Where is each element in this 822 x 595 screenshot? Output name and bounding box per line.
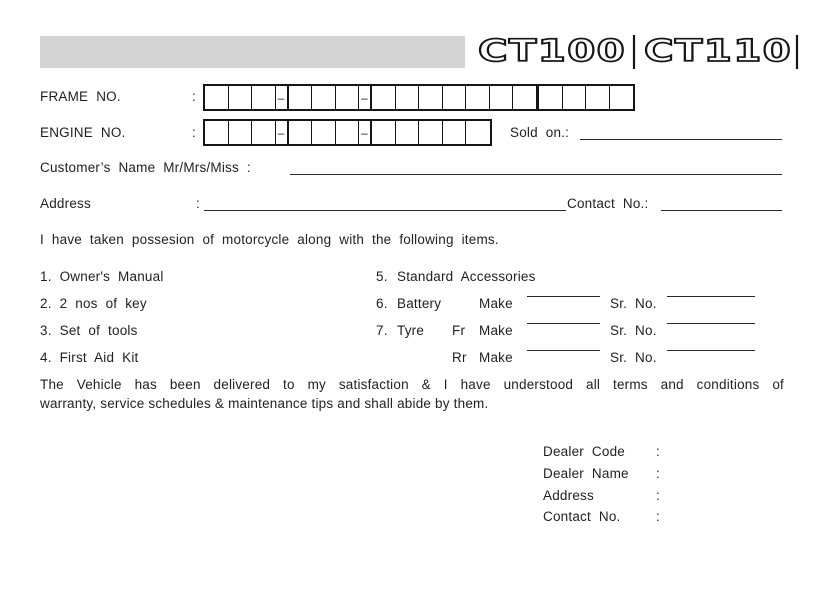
engine-no-char-cell	[372, 121, 396, 144]
contact-no-label: Contact No.:	[567, 196, 649, 211]
frame-no-char-cell	[229, 86, 252, 109]
address-blank	[204, 210, 566, 211]
item-keys: 2. 2 nos of key	[40, 296, 147, 311]
engine-no-char-cell	[336, 121, 359, 144]
frame-no-char-cell	[539, 86, 563, 109]
frame-no-char-cell	[563, 86, 586, 109]
engine-no-char-cell	[396, 121, 419, 144]
engine-no-label: ENGINE NO.	[40, 125, 126, 140]
engine-no-char-cell	[443, 121, 466, 144]
dealer-code-label: Dealer Code	[543, 444, 625, 460]
frame-no-thick-divider	[536, 86, 539, 109]
make-blank	[527, 350, 600, 351]
dealer-info-block: Dealer Code : Dealer Name : Address : Co…	[543, 441, 660, 528]
dealer-contact-colon: :	[656, 509, 660, 525]
engine-no-dash-cell: –	[276, 121, 289, 144]
frame-no-char-cell	[513, 86, 537, 109]
sr-no-label: Sr. No.	[610, 323, 657, 338]
frame-no-char-cell	[610, 86, 634, 109]
item-tools: 3. Set of tools	[40, 323, 138, 338]
frame-no-label: FRAME NO.	[40, 89, 121, 104]
brand-logo: CT100 CT110	[477, 33, 799, 70]
item-label: Tyre	[397, 323, 425, 338]
item-label: Battery	[397, 296, 442, 311]
item-owners-manual: 1. Owner's Manual	[40, 269, 164, 284]
make-label: Make	[479, 323, 513, 338]
dealer-name-label: Dealer Name	[543, 466, 629, 482]
frame-no-dash-cell: –	[276, 86, 289, 109]
frame-no-char-cell	[490, 86, 513, 109]
address-colon: :	[196, 196, 200, 211]
sr-no-blank	[667, 350, 755, 351]
item-number: 7.	[376, 323, 388, 338]
logo-ct110: CT110	[644, 34, 792, 69]
frame-no-char-cell	[336, 86, 359, 109]
make-blank	[527, 323, 600, 324]
item-tyre-front-row: 7. Tyre Fr Make Sr. No.	[376, 323, 758, 340]
address-label: Address	[40, 196, 91, 211]
engine-no-dash-cell: –	[359, 121, 372, 144]
dealer-name-row: Dealer Name :	[543, 463, 660, 485]
engine-no-char-cell	[289, 121, 312, 144]
frame-no-char-cell	[443, 86, 466, 109]
item-number: 6.	[376, 296, 388, 311]
declaration-line-2: warranty, service schedules & maintenanc…	[40, 395, 489, 411]
frame-no-char-cell	[205, 86, 229, 109]
engine-no-char-cell	[229, 121, 252, 144]
dealer-address-row: Address :	[543, 484, 660, 506]
engine-no-box-grid: – –	[203, 119, 492, 146]
frame-no-char-cell	[586, 86, 610, 109]
frame-no-char-cell	[289, 86, 312, 109]
frame-no-box-grid: – –	[203, 84, 635, 111]
frame-no-colon: :	[192, 89, 196, 104]
item-battery-row: 6. Battery Make Sr. No.	[376, 296, 758, 313]
dealer-code-row: Dealer Code :	[543, 441, 660, 463]
frame-no-char-cell	[419, 86, 443, 109]
frame-no-char-cell	[372, 86, 396, 109]
item-first-aid: 4. First Aid Kit	[40, 350, 139, 365]
item-standard-accessories: 5. Standard Accessories	[376, 269, 758, 286]
engine-no-colon: :	[192, 125, 196, 140]
make-label: Make	[479, 296, 513, 311]
frame-no-char-cell	[466, 86, 490, 109]
dealer-address-label: Address	[543, 487, 594, 503]
sr-no-label: Sr. No.	[610, 296, 657, 311]
frame-no-char-cell	[312, 86, 336, 109]
dealer-name-colon: :	[656, 466, 660, 482]
frame-no-dash-cell: –	[359, 86, 372, 109]
dealer-contact-label: Contact No.	[543, 509, 621, 525]
logo-ct100: CT100	[478, 34, 626, 69]
tyre-rear-label: Rr	[452, 350, 467, 365]
engine-no-char-cell	[466, 121, 490, 144]
item-label: Standard Accessories	[397, 269, 536, 284]
make-label: Make	[479, 350, 513, 365]
frame-no-char-cell	[396, 86, 419, 109]
make-blank	[527, 296, 600, 297]
item-tyre-rear-row: Rr Make Sr. No.	[376, 350, 758, 367]
sr-no-blank	[667, 296, 755, 297]
item-number: 5.	[376, 269, 388, 284]
frame-no-char-cell	[252, 86, 276, 109]
header-gray-bar	[40, 36, 465, 68]
tyre-front-label: Fr	[452, 323, 466, 338]
sr-no-label: Sr. No.	[610, 350, 657, 365]
declaration-line-1: The Vehicle has been delivered to my sat…	[40, 377, 784, 392]
engine-no-char-cell	[419, 121, 443, 144]
dealer-address-colon: :	[656, 487, 660, 503]
sold-on-label: Sold on.:	[510, 125, 570, 140]
customer-name-blank	[290, 174, 782, 175]
contact-no-blank	[661, 210, 782, 211]
dealer-contact-row: Contact No. :	[543, 506, 660, 528]
engine-no-char-cell	[205, 121, 229, 144]
customer-name-label: Customer’s Name Mr/Mrs/Miss :	[40, 160, 251, 175]
possession-statement: I have taken possesion of motorcycle alo…	[40, 232, 499, 247]
dealer-code-colon: :	[656, 444, 660, 460]
sr-no-blank	[667, 323, 755, 324]
sold-on-blank	[580, 139, 782, 140]
engine-no-char-cell	[312, 121, 336, 144]
engine-no-char-cell	[252, 121, 276, 144]
